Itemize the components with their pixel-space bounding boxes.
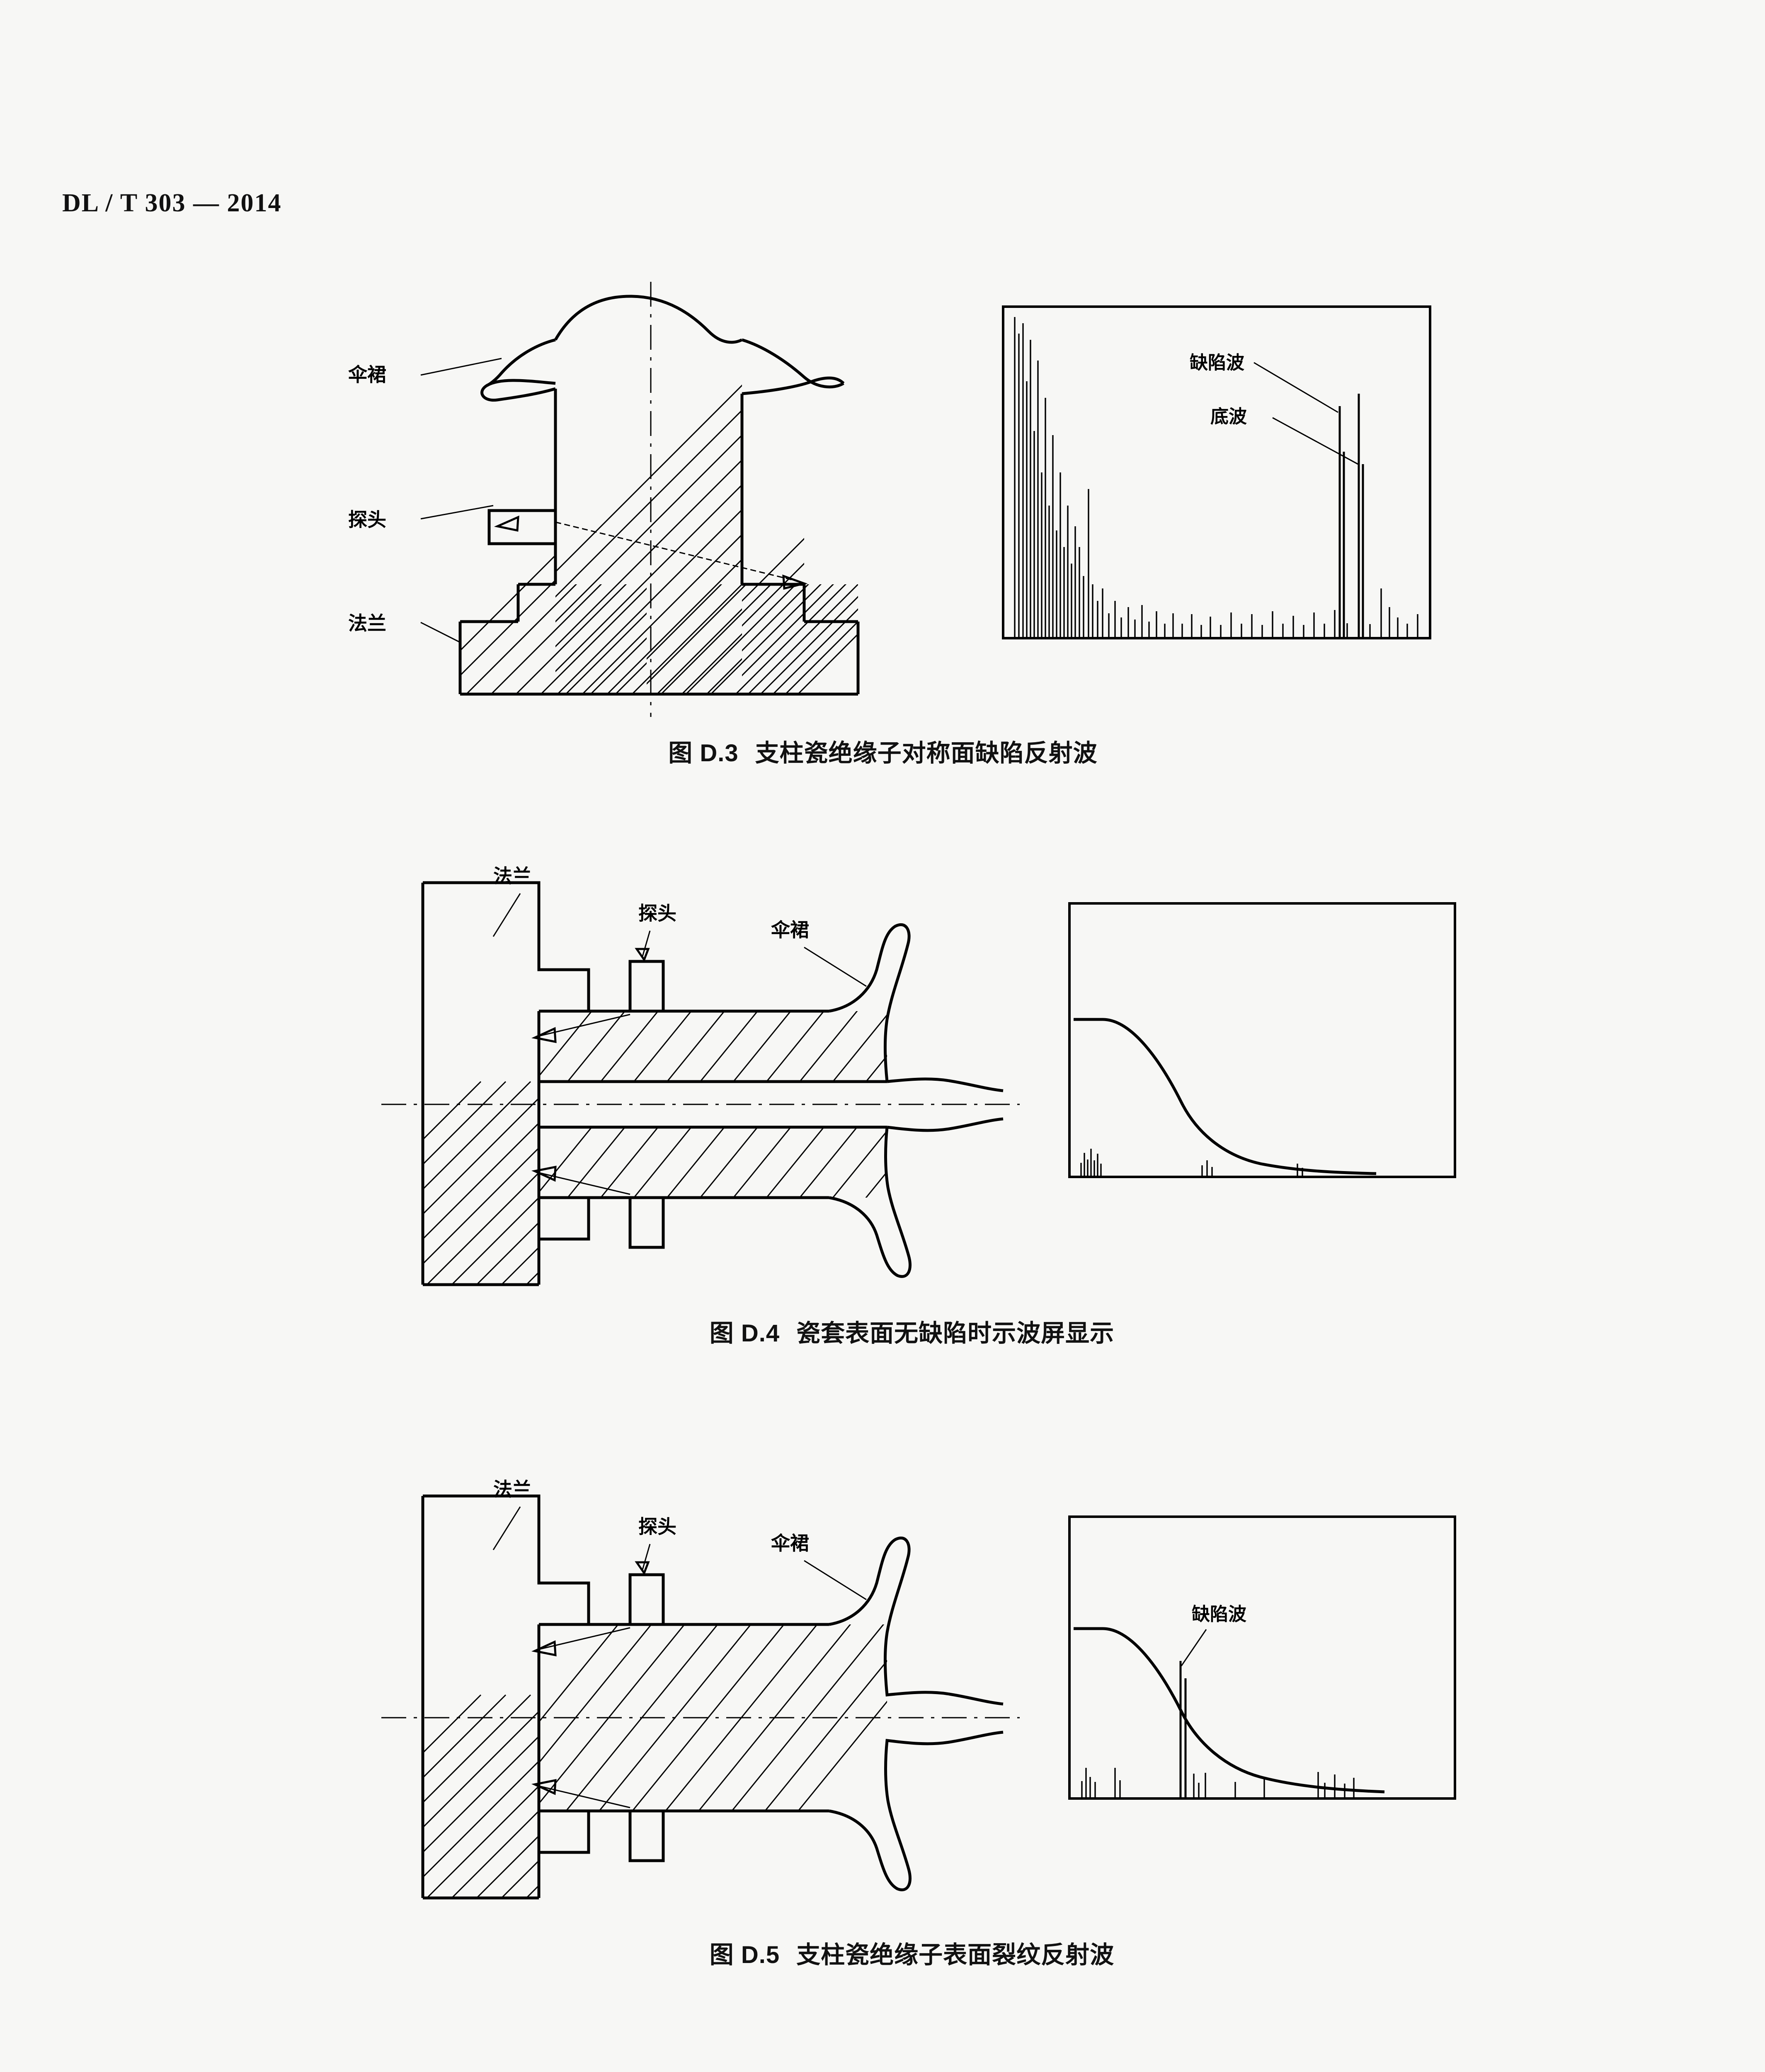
figure-d6-graphic: 法兰 探头 伞裙 裂纹 xyxy=(398,2022,1476,2072)
figure-d5-caption-number: 图 D.5 xyxy=(709,1941,780,1968)
figure-d3-chartlabel-defect: 缺陷波 xyxy=(1190,353,1244,373)
figure-d3-caption-number: 图 D.3 xyxy=(668,740,739,767)
figure-d4-caption-text: 瓷套表面无缺陷时示波屏显示 xyxy=(796,1320,1115,1347)
figure-d4-waveform xyxy=(1071,1018,1454,1178)
figure-d5-caption: 图 D.5 支柱瓷绝缘子表面裂纹反射波 xyxy=(373,1935,1451,1970)
figure-d4-graphic: 法兰 探头 伞裙 xyxy=(381,865,1456,1286)
figure-d3-caption: 图 D.3 支柱瓷绝缘子对称面缺陷反射波 xyxy=(323,733,1443,768)
figure-d5-caption-text: 支柱瓷绝缘子表面裂纹反射波 xyxy=(796,1941,1115,1968)
figure-d5-graphic: 法兰 探头 伞裙 xyxy=(381,1479,1456,1900)
figure-d3-caption-text: 支柱瓷绝缘子对称面缺陷反射波 xyxy=(755,740,1098,767)
figure-d4: 法兰 探头 伞裙 xyxy=(373,812,1456,1347)
figure-d5-label-probe: 探头 xyxy=(638,1516,676,1537)
document-header: DL / T 303 — 2014 xyxy=(62,189,282,217)
figure-d5-waveform xyxy=(1071,1627,1454,1800)
figure-d4-label-shed: 伞裙 xyxy=(771,919,809,941)
figure-d4-label-flange: 法兰 xyxy=(493,865,531,887)
figure-d5: 法兰 探头 伞裙 xyxy=(373,1426,1456,1968)
figure-d5-label-shed: 伞裙 xyxy=(771,1532,809,1554)
figure-d3-label-shed: 伞裙 xyxy=(348,364,386,385)
figure-d3-label-flange: 法兰 xyxy=(348,612,386,634)
figure-d3: 伞裙 探头 法兰 xyxy=(323,257,1443,767)
figure-d6: 法兰 探头 伞裙 裂纹 xyxy=(398,2022,1476,2072)
figure-d4-caption-number: 图 D.4 xyxy=(709,1320,780,1347)
figure-d3-waveform xyxy=(1005,317,1429,639)
figure-d5-label-flange: 法兰 xyxy=(493,1479,531,1500)
figure-d4-caption: 图 D.4 瓷套表面无缺陷时示波屏显示 xyxy=(373,1314,1451,1348)
figure-d3-chartlabel-bottom: 底波 xyxy=(1210,407,1247,427)
figure-d4-label-probe: 探头 xyxy=(638,903,676,924)
figure-d5-chartlabel-defect: 缺陷波 xyxy=(1192,1604,1246,1624)
figure-d3-graphic: 伞裙 探头 法兰 xyxy=(348,282,1431,717)
figure-d3-label-probe: 探头 xyxy=(348,509,386,530)
